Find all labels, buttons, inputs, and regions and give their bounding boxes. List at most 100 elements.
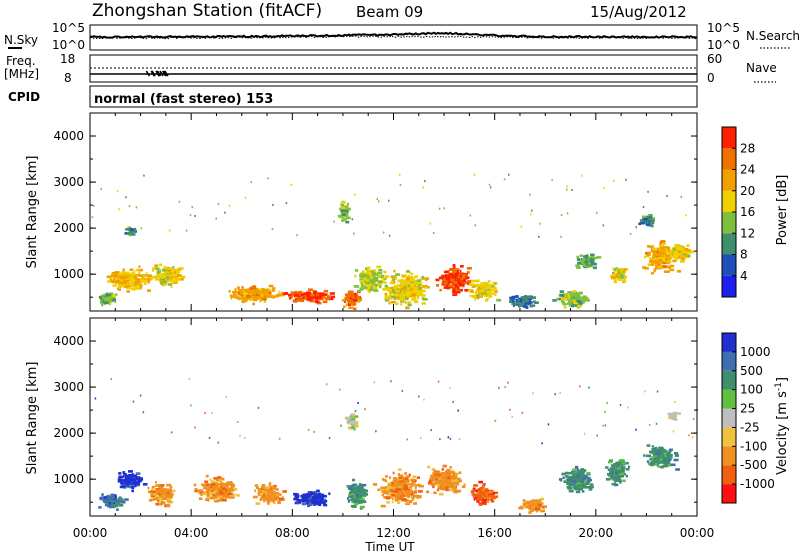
nsearch-trace xyxy=(89,35,698,40)
velocity-cell xyxy=(120,481,124,485)
velocity-cell xyxy=(268,484,271,487)
power-cell xyxy=(138,284,143,287)
power-cell xyxy=(602,224,605,227)
velocity-cell xyxy=(662,461,667,464)
velocity-cell xyxy=(190,404,192,407)
velocity-cell xyxy=(528,511,532,514)
power-cell xyxy=(366,271,369,275)
velocity-cell xyxy=(357,485,360,488)
power-cell xyxy=(567,294,570,298)
velocity-cell xyxy=(381,493,384,497)
power-cell xyxy=(296,234,298,237)
power-cell xyxy=(486,297,489,301)
power-cell xyxy=(135,278,139,281)
power-cell xyxy=(530,213,532,216)
power-cell xyxy=(400,287,405,291)
velocity-cell xyxy=(168,495,173,498)
velocity-cell xyxy=(452,479,458,482)
velocity-cell xyxy=(587,486,591,489)
velocity-cell xyxy=(104,503,108,507)
velocity-cell xyxy=(258,493,262,497)
power-cell xyxy=(354,292,357,296)
velocity-cell xyxy=(484,496,489,499)
velocity-cell xyxy=(406,499,409,502)
power-cell xyxy=(422,298,428,301)
power-cell xyxy=(367,290,371,293)
power-cell xyxy=(581,260,584,263)
power-cell xyxy=(635,226,637,229)
power-cell xyxy=(567,291,572,294)
power-cell xyxy=(651,260,654,263)
velocity-cell xyxy=(437,484,440,487)
power-cell xyxy=(255,297,259,301)
power-cell xyxy=(107,280,112,283)
velocity-cell xyxy=(411,484,414,487)
power-cell xyxy=(590,262,596,265)
velocity-cell xyxy=(352,483,358,487)
velocity-cell xyxy=(565,475,569,478)
power-cell xyxy=(310,293,315,297)
power-cell xyxy=(409,279,415,282)
power-cell xyxy=(669,252,672,256)
velocity-cell xyxy=(136,482,140,485)
power-cell xyxy=(404,301,407,304)
freq-panel-frame xyxy=(89,54,698,83)
velocity-cell xyxy=(354,502,359,506)
velocity-cell xyxy=(236,421,239,423)
power-cell xyxy=(372,286,378,290)
velocity-cell xyxy=(572,480,576,483)
power-cell xyxy=(372,273,376,277)
power-cell xyxy=(455,290,461,294)
velocity-cell xyxy=(391,490,396,493)
cpid-panel-frame xyxy=(89,85,698,108)
power-cell xyxy=(159,280,164,283)
velocity-cell xyxy=(158,491,163,494)
velocity-cell xyxy=(420,437,422,440)
velocity-cell xyxy=(110,502,113,506)
power-cell xyxy=(104,301,109,305)
power-cell xyxy=(666,246,671,250)
power-cell xyxy=(266,294,272,298)
velocity-cell xyxy=(272,491,276,494)
velocity-cell xyxy=(436,488,440,492)
power-cell xyxy=(290,291,295,294)
power-cell xyxy=(363,277,366,280)
velocity-cell xyxy=(540,509,544,513)
power-cell xyxy=(421,302,426,305)
velocity-cell xyxy=(130,473,133,477)
velocity-cell xyxy=(656,456,659,460)
power-cell xyxy=(521,297,526,300)
power-cell xyxy=(131,279,134,282)
velocity-cell xyxy=(532,392,534,395)
power-cell xyxy=(432,232,435,234)
velocity-cell xyxy=(213,488,218,491)
power-cell xyxy=(438,207,441,210)
velocity-cell xyxy=(667,451,671,455)
colorbar-tick-label: 8 xyxy=(740,248,748,262)
velocity-cell xyxy=(675,468,680,471)
velocity-cell xyxy=(150,490,154,493)
velocity-cell xyxy=(538,507,541,511)
velocity-cell xyxy=(355,500,358,503)
velocity-cell xyxy=(358,489,363,493)
power-cell xyxy=(474,224,476,227)
power-cell xyxy=(582,301,585,304)
power-cell xyxy=(479,294,482,297)
power-cell xyxy=(143,275,145,278)
power-cell xyxy=(296,299,300,302)
power-cell xyxy=(687,254,691,257)
velocity-cell xyxy=(381,486,385,490)
power-cell xyxy=(466,282,471,285)
velocity-cell xyxy=(404,477,409,480)
velocity-cell xyxy=(219,489,222,493)
power-cell xyxy=(252,285,257,288)
velocity-cell xyxy=(396,482,402,485)
power-cell xyxy=(395,289,400,293)
velocity-cell xyxy=(610,475,614,478)
power-cell xyxy=(388,297,393,300)
velocity-cell xyxy=(401,498,407,501)
time-tick-label: 00:00 xyxy=(73,526,108,540)
velocity-cell xyxy=(615,461,620,465)
power-cell xyxy=(672,259,677,263)
velocity-cell xyxy=(411,481,416,484)
